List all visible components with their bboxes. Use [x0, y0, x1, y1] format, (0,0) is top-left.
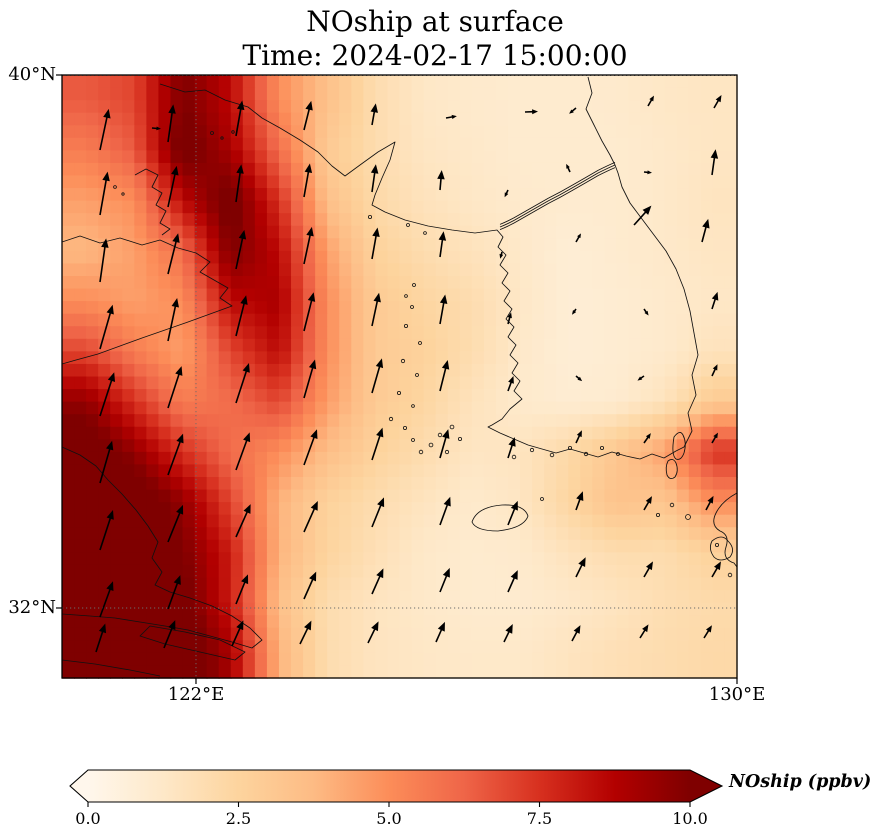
x-tick-label-130e: 130°E: [708, 684, 766, 705]
colorbar-ticks: 0.0 2.5 5.0 7.5 10.0: [75, 802, 708, 828]
colorbar-label: NOship (ppbv): [729, 772, 870, 792]
map-canvas: [56, 74, 738, 684]
colorbar-tick-label: 0.0: [75, 809, 100, 828]
dmz-border-line: [499, 164, 616, 228]
dmz-border-line: [499, 162, 616, 225]
plot-subtitle: Time: 2024-02-17 15:00:00: [242, 39, 628, 72]
colorbar-tick-label: 5.0: [376, 809, 401, 828]
y-tick-label-40n: 40°N: [8, 64, 56, 85]
axes-frame: [56, 74, 738, 684]
colorbar-tick-label: 7.5: [527, 809, 552, 828]
dmz-border-line: [499, 167, 616, 230]
plot-title: NOship at surface: [306, 5, 564, 38]
colorbar-gradient-bar: [69, 769, 724, 803]
x-tick-label-122e: 122°E: [167, 684, 225, 705]
colorbar: 0.0 2.5 5.0 7.5 10.0: [69, 769, 724, 828]
y-tick-label-32n: 32°N: [8, 597, 56, 618]
heatmap-layer: [62, 75, 738, 679]
quiver-layer: [95, 95, 722, 653]
colorbar-tick-label: 10.0: [672, 809, 708, 828]
colorbar-tick-label: 2.5: [226, 809, 251, 828]
